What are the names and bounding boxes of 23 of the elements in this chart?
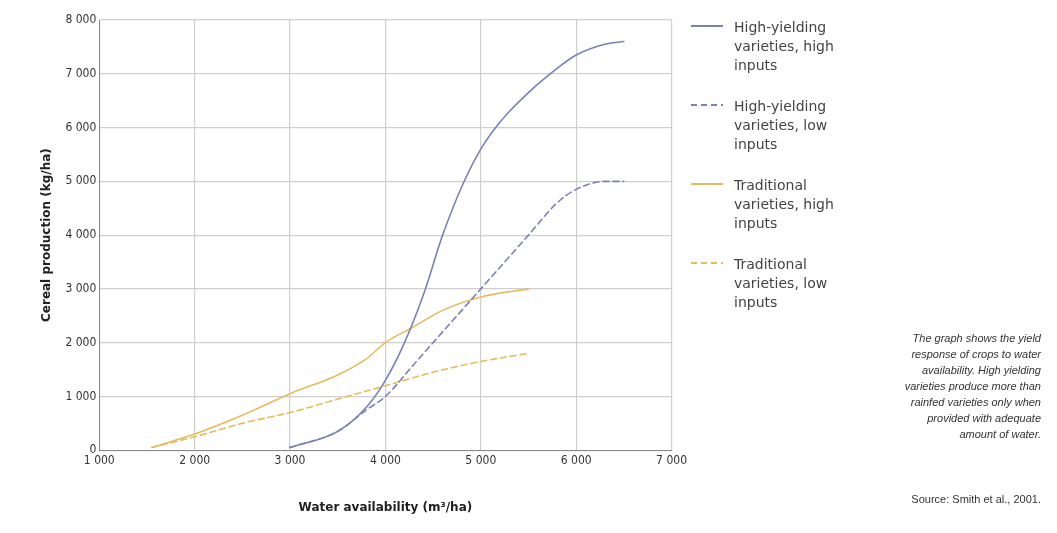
x-axis-title: Water availability (m³/ha) bbox=[298, 499, 473, 514]
y-tick-label: 5 000 bbox=[65, 173, 97, 188]
source-note: Source: Smith et al., 2001. bbox=[911, 493, 1041, 505]
legend-label: High-yielding varieties, high inputs bbox=[734, 18, 834, 75]
x-tick-label: 3 000 bbox=[274, 452, 306, 467]
x-tick-label: 6 000 bbox=[560, 452, 592, 467]
y-tick-label: 8 000 bbox=[65, 12, 97, 27]
legend-label: High-yielding varieties, low inputs bbox=[734, 97, 829, 154]
x-tick-label: 4 000 bbox=[369, 452, 401, 467]
legend-label: Traditional varieties, low inputs bbox=[734, 255, 829, 312]
y-tick-label: 7 000 bbox=[65, 65, 97, 80]
y-axis-title: Cereal production (kg/ha) bbox=[39, 148, 54, 322]
y-tick-label: 3 000 bbox=[65, 281, 97, 295]
y-tick-label: 4 000 bbox=[65, 227, 97, 242]
y-tick-label: 6 000 bbox=[65, 119, 97, 134]
x-tick-label: 2 000 bbox=[179, 452, 211, 467]
x-tick-label: 1 000 bbox=[83, 452, 115, 467]
legend-label: Traditional varieties, high inputs bbox=[734, 176, 834, 233]
y-tick-label: 2 000 bbox=[65, 334, 97, 349]
y-tick-label: 1 000 bbox=[65, 388, 97, 403]
text: The graph shows the yield response of crops to water availability. High yielding varieties produce more than rainfed varieties only when provided with adequate amount of water. bbox=[903, 331, 1041, 442]
x-tick-label: 7 000 bbox=[656, 452, 688, 467]
x-tick-label: 5 000 bbox=[465, 452, 497, 467]
